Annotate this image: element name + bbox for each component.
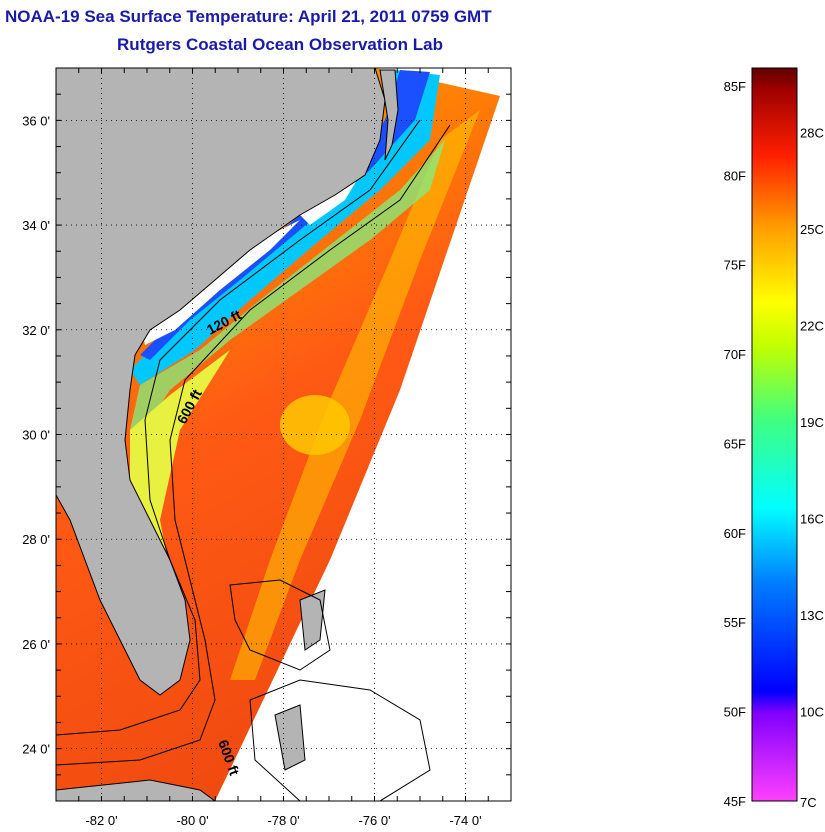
colorbar-f-label: 50F [724, 705, 746, 720]
isobath-bahamas [249, 679, 431, 801]
colorbar-ticks: 85F 80F 75F 70F 65F 60F 55F 50F 45F 28C 25C 22C 19C 1… [724, 79, 824, 810]
land-bahamas [299, 589, 326, 651]
colorbar-f-label: 65F [724, 436, 746, 451]
lat-tick-label: 36 0' [22, 113, 50, 128]
map-subtitle: Rutgers Coastal Ocean Observation Lab [117, 35, 443, 54]
lat-tick-label: 34 0' [22, 218, 50, 233]
nearshore-transition [130, 140, 445, 430]
colorbar-c-label: 10C [800, 705, 824, 720]
colorbar-f-label: 85F [724, 79, 746, 94]
colorbar-f-label: 55F [724, 615, 746, 630]
colorbar-c-label: 25C [800, 222, 824, 237]
lat-tick-label: 30 0' [22, 428, 50, 443]
isobath-bahamas [229, 579, 331, 671]
land-cuba [56, 779, 216, 801]
land-us-coast [56, 68, 386, 696]
colorbar-c-label: 16C [800, 512, 824, 527]
colorbar-c-label: 22C [800, 318, 824, 333]
colorbar-f-label: 75F [724, 258, 746, 273]
lon-tick-label: -74 0' [449, 813, 481, 828]
isobath-600ft [56, 124, 451, 766]
map-title: NOAA-19 Sea Surface Temperature: April 2… [5, 7, 492, 26]
lat-tick-label: 28 0' [22, 532, 50, 547]
colorbar [751, 67, 798, 802]
map-tick-labels: 36 0' 34 0' 32 0' 30 0' 28 0' 26 0' 24 0' -82 0… [22, 113, 481, 828]
lat-tick-label: 32 0' [22, 323, 50, 338]
colorbar-c-label: 28C [800, 125, 824, 140]
isobath-120ft [56, 119, 421, 736]
lon-tick-label: -76 0' [358, 813, 390, 828]
map-area [56, 68, 511, 801]
lat-tick-label: 24 0' [22, 742, 50, 757]
colorbar-c-label: 13C [800, 608, 824, 623]
lon-tick-label: -80 0' [176, 813, 208, 828]
colorbar-f-label: 80F [724, 168, 746, 183]
colorbar-c-label: 7C [800, 795, 817, 810]
colorbar-f-label: 70F [724, 347, 746, 362]
map-frame [55, 67, 512, 802]
colorbar-c-label: 19C [800, 415, 824, 430]
shelf-cool-water [130, 70, 440, 385]
land-bahamas [274, 704, 306, 771]
colorbar-f-label: 45F [724, 794, 746, 809]
land-outer-banks [379, 69, 399, 161]
lon-tick-label: -82 0' [85, 813, 117, 828]
gulf-stream-band [230, 110, 480, 680]
cloud-patch [140, 220, 300, 345]
colorbar-f-label: 60F [724, 526, 746, 541]
lon-tick-label: -78 0' [267, 813, 299, 828]
map-graticule [55, 67, 512, 802]
lat-tick-label: 26 0' [22, 637, 50, 652]
